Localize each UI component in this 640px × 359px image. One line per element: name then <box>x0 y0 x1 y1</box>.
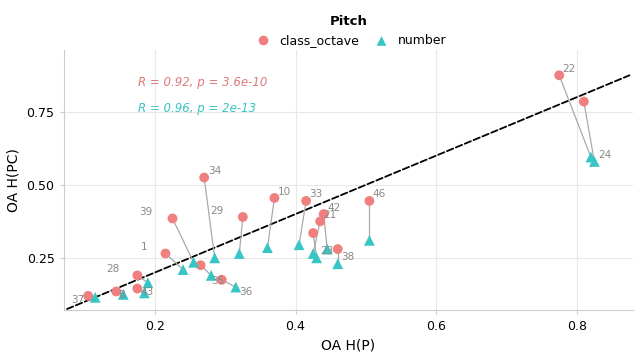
Point <box>322 246 332 252</box>
Point <box>579 99 589 104</box>
Point <box>554 73 564 78</box>
Point <box>132 286 143 292</box>
Point <box>237 214 248 220</box>
Point <box>315 219 325 224</box>
Text: 34: 34 <box>207 166 221 176</box>
Point <box>140 290 150 296</box>
Text: 37: 37 <box>72 295 84 305</box>
Text: 35: 35 <box>211 276 225 286</box>
Point <box>308 230 318 236</box>
Y-axis label: OA H(PC): OA H(PC) <box>7 149 21 213</box>
Point <box>206 272 216 278</box>
Point <box>333 246 343 252</box>
Point <box>209 255 220 261</box>
Point <box>111 289 122 294</box>
Point <box>364 238 374 243</box>
X-axis label: OA H(P): OA H(P) <box>321 338 375 352</box>
Point <box>168 215 178 221</box>
Point <box>189 260 199 265</box>
Point <box>312 255 322 261</box>
Point <box>589 159 600 164</box>
Point <box>269 195 280 201</box>
Text: 36: 36 <box>239 287 253 297</box>
Point <box>199 175 209 181</box>
Point <box>216 277 227 283</box>
Point <box>90 294 100 300</box>
Text: 28: 28 <box>106 264 120 274</box>
Text: 29: 29 <box>210 205 223 215</box>
Point <box>586 154 596 160</box>
Point <box>132 272 143 278</box>
Point <box>333 261 343 267</box>
Text: 22: 22 <box>563 64 576 74</box>
Text: 21: 21 <box>324 210 337 220</box>
Text: 42: 42 <box>327 202 340 213</box>
Point <box>262 245 273 251</box>
Point <box>308 251 318 256</box>
Legend: class_octave, number: class_octave, number <box>245 10 451 52</box>
Text: R = 0.92, p = 3.6e-10: R = 0.92, p = 3.6e-10 <box>138 76 267 89</box>
Text: 1: 1 <box>141 242 148 252</box>
Text: 10: 10 <box>278 187 291 196</box>
Point <box>364 198 374 204</box>
Point <box>118 292 129 297</box>
Text: 33: 33 <box>310 190 323 200</box>
Point <box>234 251 244 256</box>
Point <box>230 284 241 290</box>
Point <box>301 198 311 204</box>
Text: R = 0.96, p = 2e-13: R = 0.96, p = 2e-13 <box>138 102 256 116</box>
Point <box>319 211 329 217</box>
Point <box>195 262 205 268</box>
Text: 39: 39 <box>140 207 153 217</box>
Point <box>178 267 188 272</box>
Text: 46: 46 <box>373 190 386 200</box>
Point <box>294 242 304 248</box>
Text: 23: 23 <box>320 246 333 256</box>
Point <box>143 280 153 286</box>
Text: 38: 38 <box>341 252 355 262</box>
Text: 43: 43 <box>141 287 154 297</box>
Text: 24: 24 <box>598 150 611 160</box>
Point <box>161 251 171 256</box>
Text: 8: 8 <box>118 290 125 300</box>
Point <box>83 293 93 299</box>
